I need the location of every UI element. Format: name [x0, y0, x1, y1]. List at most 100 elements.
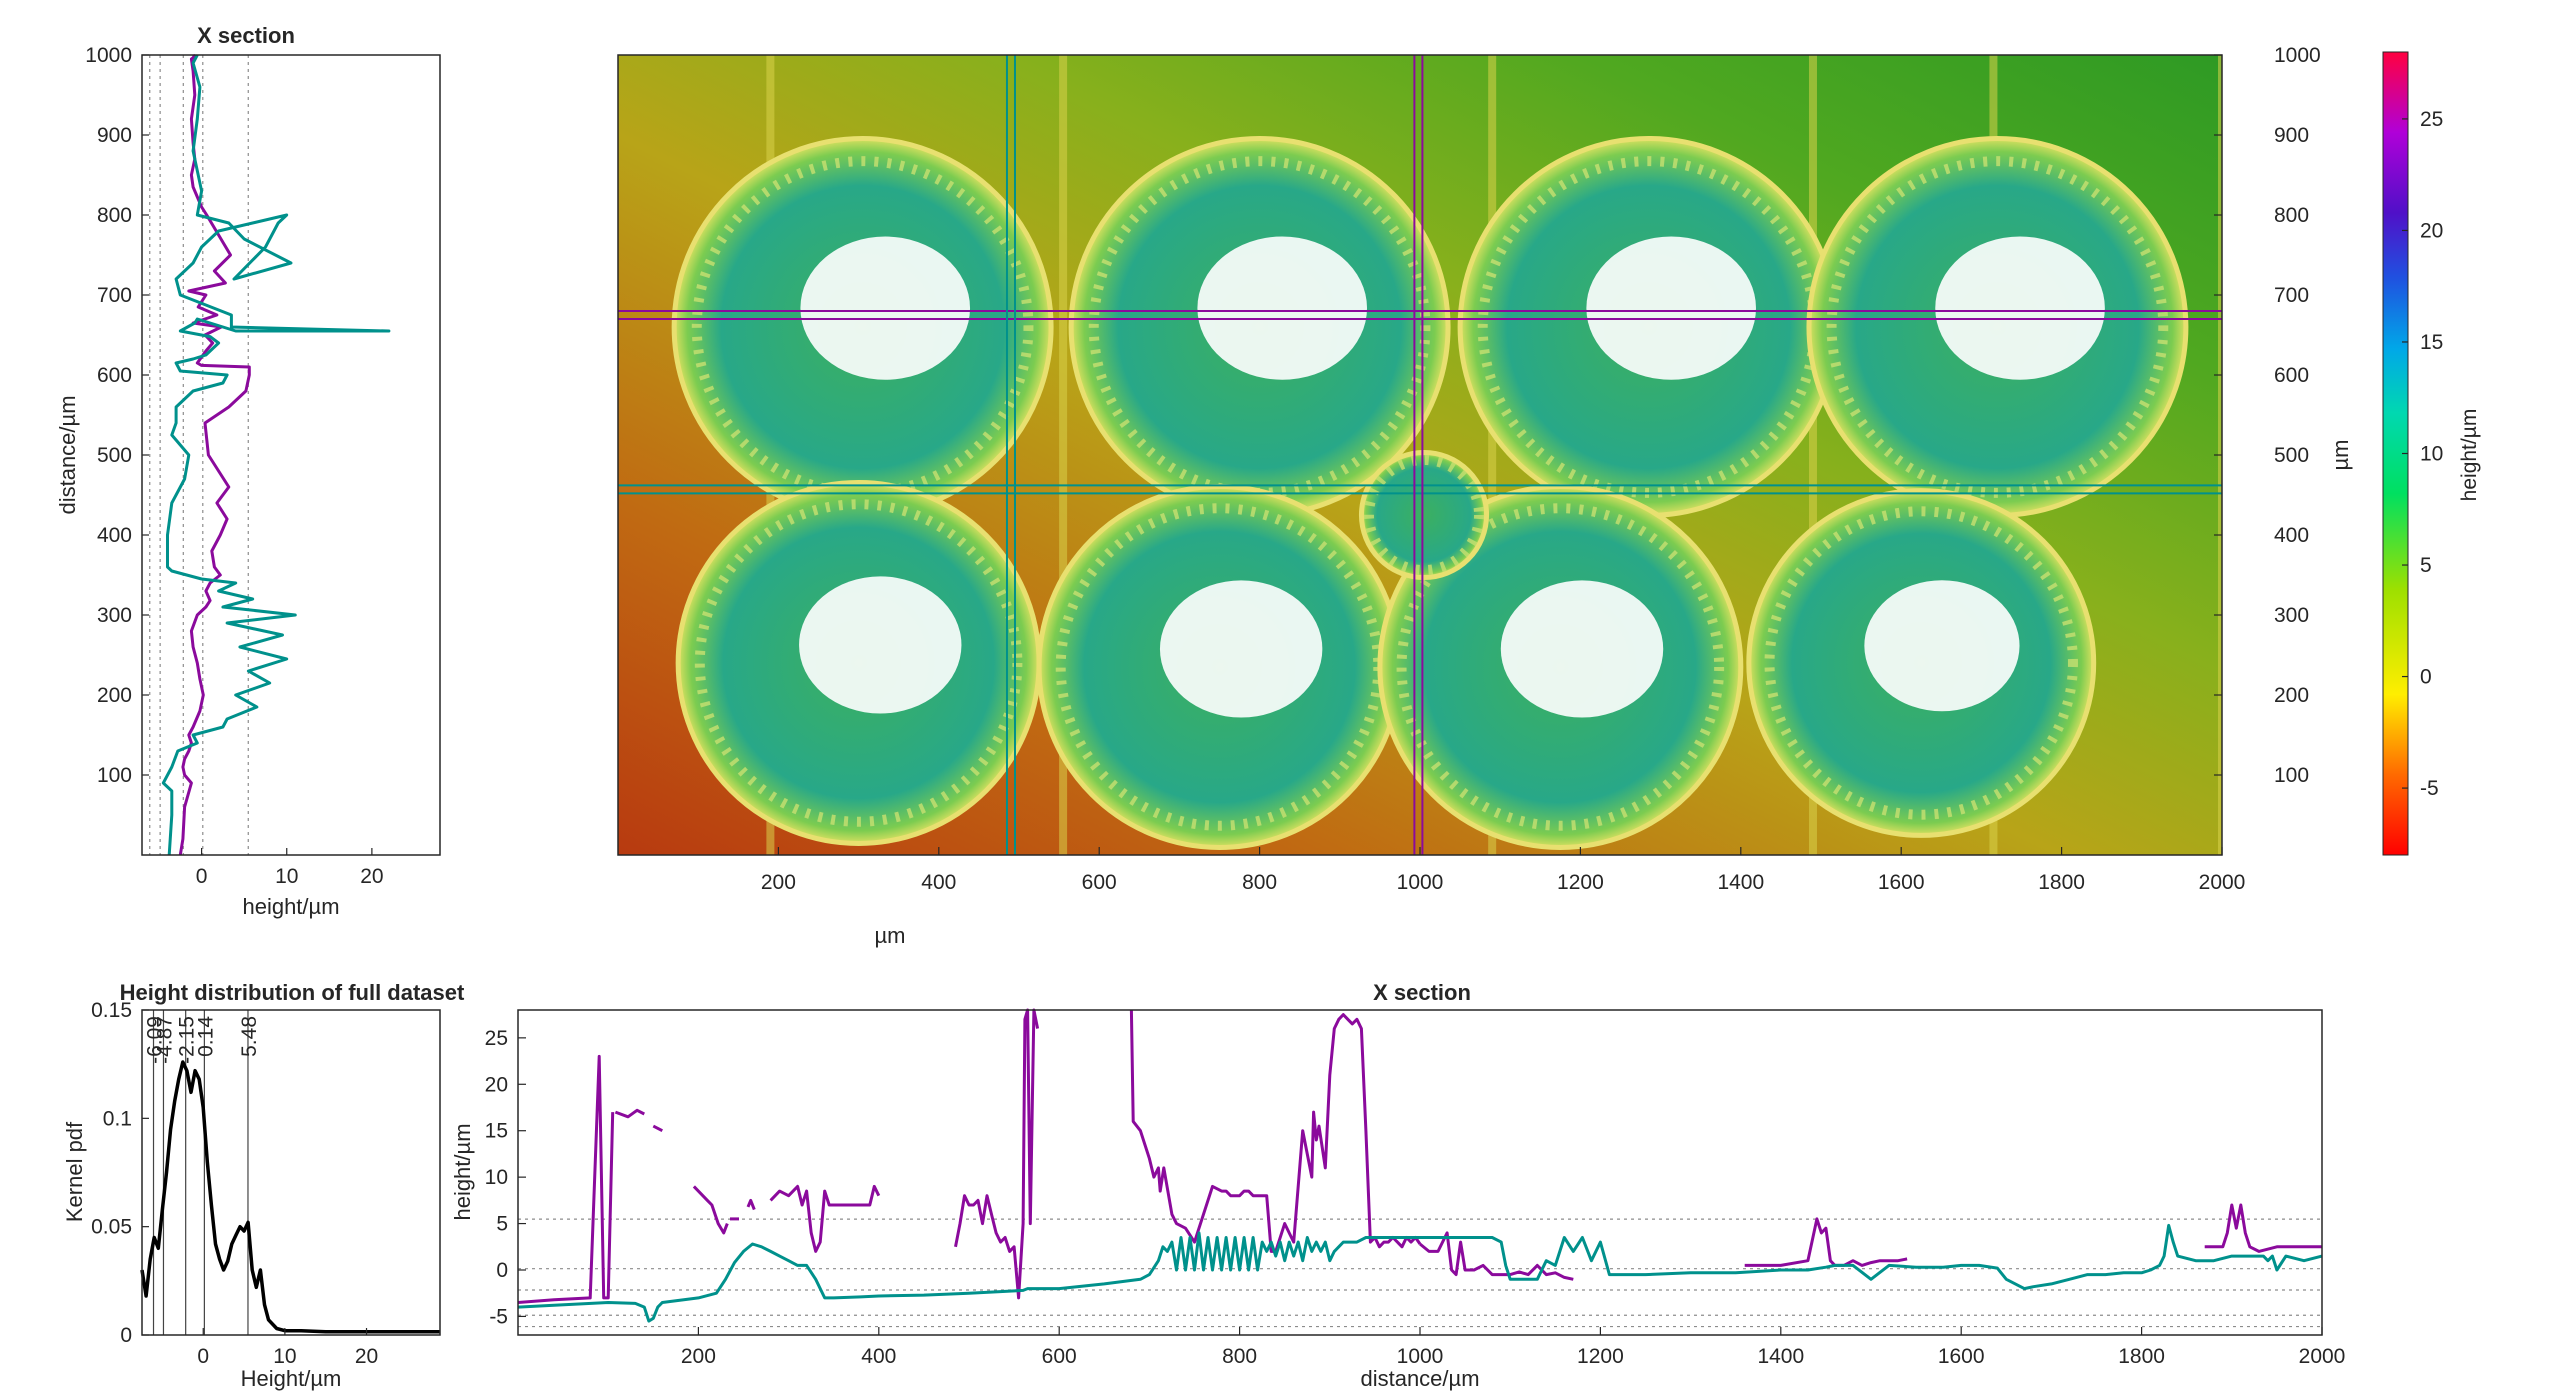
bottom-section-series-line: [652, 1124, 663, 1133]
colorbar-tick-label: 0: [2420, 666, 2432, 689]
map-well-no-data-region: [1197, 236, 1368, 380]
kde-curve: [140, 1060, 440, 1334]
map-x-tick-label: 1000: [1397, 871, 1444, 894]
height-map-panel: 200 400 600 800 1000 1200 1400 1600 1800 2000 100…: [617, 44, 2353, 948]
map-well-no-data-region: [1935, 236, 2105, 380]
kde-panel: Height distribution of full dataset -6.0…: [62, 980, 465, 1391]
bottom-section-series-line: [769, 1184, 881, 1253]
colorbar-tick-label: -5: [2420, 777, 2439, 800]
map-well-no-data-region: [800, 236, 971, 380]
bottom-section-series-line: [614, 1108, 645, 1119]
colorbar: -5 0 5 10 15 20 25 height/µm: [2382, 51, 2481, 856]
kde-marker-label: -2.15: [176, 1016, 199, 1064]
left-y-tick-label: 200: [97, 684, 132, 707]
map-y-tick-label: 600: [2274, 364, 2309, 387]
map-x-tick-label: 400: [921, 871, 956, 894]
left-y-tick-label: 700: [97, 284, 132, 307]
left-section-lines: [161, 53, 391, 856]
left-y-tick-label: 400: [97, 524, 132, 547]
kde-axes-box: [141, 1009, 441, 1336]
bottom-x-tick-label: 1200: [1577, 1345, 1624, 1368]
bottom-x-tick-label: 800: [1222, 1345, 1257, 1368]
map-well-dimple-ring: [1363, 454, 1485, 576]
map-y-tick-label: 700: [2274, 284, 2309, 307]
colorbar-tick-label: 15: [2420, 331, 2443, 354]
map-x-tick-label: 2000: [2199, 871, 2246, 894]
map-y-tick-label: 900: [2274, 124, 2309, 147]
bottom-section-series-line: [746, 1198, 756, 1211]
bottom-section-lines: [517, 1008, 2323, 1323]
height-map-y-ticks: 100 200 300 400 500 600 700 800 900 1000: [2214, 44, 2321, 787]
map-well-dimple-ring: [1764, 506, 2078, 820]
left-y-tick-label: 900: [97, 124, 132, 147]
kde-y-tick-label: 0.1: [103, 1107, 132, 1130]
map-well-dimple-ring: [694, 499, 1023, 827]
height-map-ylabel: µm: [2328, 439, 2353, 470]
left-section-ylabel: distance/µm: [55, 395, 80, 514]
left-y-tick-label: 300: [97, 604, 132, 627]
height-map-section-lines: [618, 55, 2222, 855]
bottom-y-tick-label: 10: [485, 1166, 508, 1189]
bottom-section-series-line: [1744, 1217, 1908, 1267]
bottom-section-series-line: [1129, 1009, 1422, 1253]
bottom-section-y-ticks: -5 0 5 10 15 20 25: [485, 1027, 526, 1328]
bottom-x-tick-label: 1800: [2118, 1345, 2165, 1368]
bottom-section-panel: X section -5 0 5 10 15 20 25 200 400 600 800 1000 1…: [450, 980, 2345, 1391]
kde-marker-label: -6.09: [144, 1016, 167, 1064]
map-well-no-data-region: [1864, 580, 2020, 712]
kde-title: Height distribution of full dataset: [120, 980, 465, 1005]
bottom-y-tick-label: 25: [485, 1027, 508, 1050]
kde-ylabel: Kernel pdf: [62, 1121, 87, 1222]
bottom-x-tick-label: 2000: [2299, 1345, 2346, 1368]
kde-xlabel: Height/µm: [241, 1366, 342, 1391]
kde-x-ticks: 0 10 20: [197, 1328, 378, 1368]
left-y-tick-label: 600: [97, 364, 132, 387]
map-x-tick-label: 1200: [1557, 871, 1604, 894]
map-x-tick-label: 1800: [2038, 871, 2085, 894]
map-x-tick-label: 800: [1242, 871, 1277, 894]
bottom-section-series-line: [954, 1008, 1040, 1300]
left-section-panel: X section 100200300400500600700800900100…: [55, 23, 441, 919]
colorbar-label: height/µm: [2458, 409, 2481, 502]
bottom-section-series-line: [517, 1223, 2323, 1323]
kde-marker-label: -4.87: [153, 1016, 176, 1064]
colorbar-tick-label: 10: [2420, 443, 2443, 466]
left-y-tick-label: 1000: [85, 44, 132, 67]
bottom-section-series-line: [692, 1185, 729, 1235]
bottom-y-tick-label: 5: [496, 1213, 508, 1236]
left-x-tick-label: 20: [360, 865, 383, 888]
bottom-section-axes-box: [517, 1009, 2323, 1336]
bottom-section-series-line: [1419, 1231, 1574, 1281]
bottom-y-tick-label: 15: [485, 1120, 508, 1143]
map-channel: [1059, 55, 1068, 855]
left-x-tick-label: 10: [275, 865, 298, 888]
bottom-section-guide-lines: [518, 1218, 2322, 1328]
bottom-x-tick-label: 1600: [1938, 1345, 1985, 1368]
bottom-x-tick-label: 200: [681, 1345, 716, 1368]
bottom-x-tick-label: 1000: [1397, 1345, 1444, 1368]
bottom-section-xlabel: distance/µm: [1360, 1366, 1479, 1391]
map-x-tick-label: 600: [1082, 871, 1117, 894]
bottom-section-ylabel: height/µm: [450, 1123, 475, 1220]
map-channel: [1808, 55, 1817, 855]
map-channel: [1488, 55, 1497, 855]
kde-y-ticks: 0 0.05 0.1 0.15: [91, 999, 149, 1347]
left-section-x-ticks: 0 10 20: [196, 848, 384, 888]
bottom-section-series-line: [2204, 1203, 2322, 1253]
map-well: [1358, 449, 1490, 581]
map-well-dimple-ring: [1396, 503, 1725, 831]
bottom-x-tick-label: 400: [861, 1345, 896, 1368]
map-well-no-data-region: [1159, 580, 1323, 718]
map-y-tick-label: 1000: [2274, 44, 2321, 67]
kde-marker-lines: -6.09-4.87 -2.150.14 5.48: [144, 1010, 261, 1335]
kde-x-tick-label: 0: [197, 1345, 209, 1368]
left-section-y-ticks: 100 200 300 400 500 600 700 800 900 1000: [85, 44, 149, 787]
map-y-tick-label: 800: [2274, 204, 2309, 227]
map-y-tick-label: 200: [2274, 684, 2309, 707]
left-section-series-line: [161, 54, 391, 856]
kde-series-line: [140, 1060, 440, 1334]
bottom-y-tick-label: 0: [496, 1259, 508, 1282]
bottom-y-tick-label: -5: [489, 1305, 508, 1328]
map-x-tick-label: 1400: [1717, 871, 1764, 894]
height-map-xlabel: µm: [874, 923, 905, 948]
